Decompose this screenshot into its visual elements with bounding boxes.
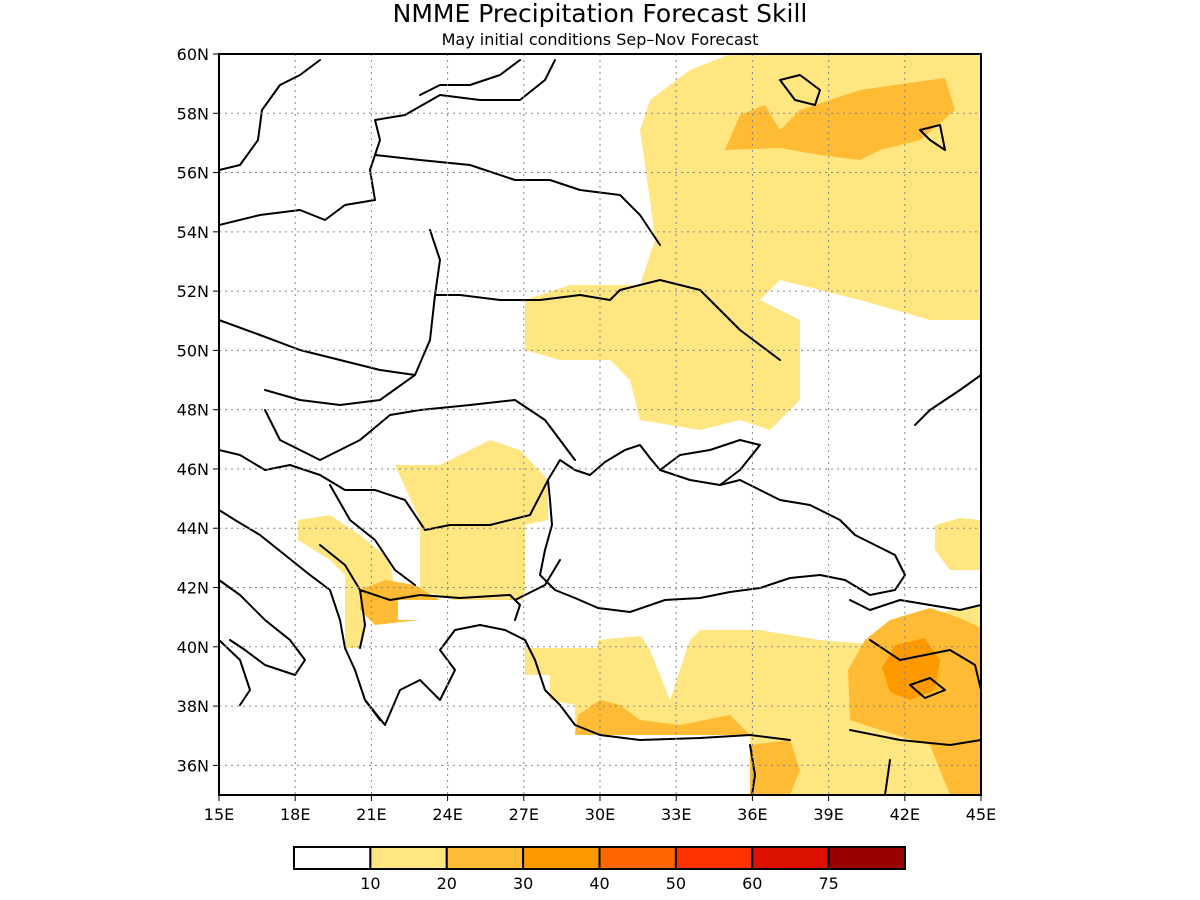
lon-tick-label: 21E (356, 805, 386, 824)
lon-tick-label: 36E (737, 805, 767, 824)
lon-tick-label: 15E (204, 805, 234, 824)
lat-tick-label: 48N (177, 401, 209, 420)
map-title: NMME Precipitation Forecast Skill (393, 0, 808, 28)
lat-tick-label: 56N (177, 164, 209, 183)
sea-of-azov-coast (659, 439, 761, 486)
lat-tick-label: 36N (177, 756, 209, 775)
lon-tick-label: 39E (813, 805, 843, 824)
skill-region-levant (750, 740, 800, 795)
skill-region-volga (725, 78, 955, 160)
lon-tick-label: 27E (509, 805, 539, 824)
lat-tick-label: 42N (177, 579, 209, 598)
lat-tick-label: 40N (177, 638, 209, 657)
finland-gulf-coast (419, 59, 521, 96)
lat-tick-label: 50N (177, 341, 209, 360)
no-skill-black-sea-gap (598, 630, 700, 700)
lon-tick-label: 24E (432, 805, 462, 824)
legend-label: 60 (742, 874, 762, 893)
skill-region-south-anatolia (575, 700, 750, 735)
lat-tick-label: 60N (177, 45, 209, 64)
legend-label: 75 (818, 874, 838, 893)
skill-legend: 10 20 30 40 50 60 75 (293, 846, 906, 893)
no-skill-aegean (398, 600, 598, 648)
legend-swatch (598, 846, 677, 870)
skill-shading (298, 54, 981, 795)
graticule (219, 54, 981, 795)
lon-tick-label: 33E (661, 805, 691, 824)
legend-swatch (827, 846, 906, 870)
legend-swatch (293, 846, 372, 870)
legend-swatch (522, 846, 601, 870)
legend-label: 30 (513, 874, 533, 893)
lat-tick-label: 58N (177, 104, 209, 123)
skill-region-caucasus (935, 518, 981, 570)
lat-tick-label: 54N (177, 223, 209, 242)
black-sea-coast (539, 444, 906, 613)
map-lines (219, 59, 981, 795)
skill-region-armenia (882, 638, 940, 700)
lon-tick-label: 42E (890, 805, 920, 824)
lat-tick-label: 52N (177, 282, 209, 301)
italy-coast (219, 579, 306, 706)
lat-tick-label: 44N (177, 519, 209, 538)
legend-label: 50 (666, 874, 686, 893)
skill-region-east-anatolia (848, 608, 981, 795)
aegean-coast (364, 624, 791, 741)
map-subtitle: May initial conditions Sep–Nov Forecast (442, 30, 759, 49)
longitude-labels: 15E 18E 21E 24E 27E 30E 33E 36E 39E 42E 45E (204, 795, 996, 824)
legend-label: 40 (589, 874, 609, 893)
skill-region-balkans-west (298, 515, 395, 648)
lon-tick-label: 45E (966, 805, 996, 824)
latitude-labels: 60N 58N 56N 54N 52N 50N 48N 46N 44N 42N 40N 38N 36N (177, 45, 219, 775)
legend-swatch (674, 846, 754, 870)
legend-swatch (369, 846, 448, 870)
lat-tick-label: 38N (177, 697, 209, 716)
white-lakes (779, 74, 946, 699)
country-borders (219, 154, 981, 795)
legend-swatch (445, 846, 525, 870)
legend-label: 10 (360, 874, 380, 893)
lon-tick-label: 18E (280, 805, 310, 824)
lat-tick-label: 46N (177, 460, 209, 479)
lon-tick-label: 30E (585, 805, 615, 824)
adriatic-coast (219, 509, 381, 721)
levant-coast (749, 744, 756, 795)
caspian-coast (914, 374, 981, 426)
legend-swatch (751, 846, 830, 870)
legend-label: 20 (437, 874, 457, 893)
baltic-coast (219, 59, 556, 226)
